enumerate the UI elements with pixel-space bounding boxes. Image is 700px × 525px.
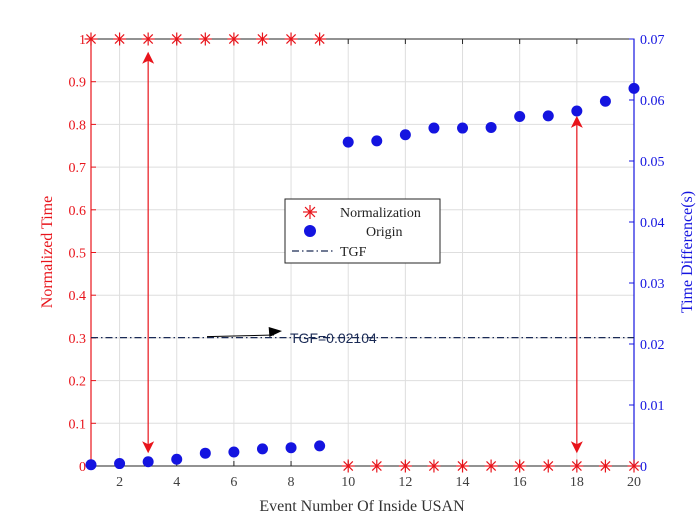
normalization-point (627, 459, 641, 473)
y-left-tick-label: 0 (79, 460, 86, 475)
ticks: 2 4 6 8 10 12 14 16 18 2000.10.20.30.40.50.60.70.… (69, 33, 665, 490)
data-marks (84, 32, 641, 473)
legend-asterisk-marker (303, 205, 317, 219)
origin-point (256, 443, 268, 455)
y-right-tick-label: 0.02 (640, 338, 665, 353)
y-left-tick-label: 0.9 (69, 76, 87, 91)
origin-point (628, 82, 640, 94)
origin-point (285, 442, 297, 454)
y-left-tick-label: 0.5 (69, 247, 87, 262)
y-left-tick-label: 1 (79, 33, 86, 48)
y-right-tick-label: 0.05 (640, 155, 665, 170)
y-left-tick-label: 0.3 (69, 332, 87, 347)
y-right-tick-label: 0 (640, 460, 647, 475)
tgf-pointer-head (268, 326, 282, 337)
normalization-point (484, 459, 498, 473)
legend-entry-normalization: Normalization (340, 206, 421, 221)
tgf-annotation-label: TGF=0.02104 (290, 330, 377, 346)
normalization-point (255, 32, 269, 46)
origin-point (571, 105, 583, 117)
x-axis-label: Event Number Of Inside USAN (259, 498, 465, 515)
normalization-point (84, 32, 98, 46)
legend-circle-marker (304, 225, 316, 237)
origin-point (142, 456, 154, 468)
tgf-pointer-line (206, 334, 275, 338)
origin-point (171, 453, 183, 465)
origin-point (228, 446, 240, 458)
arrow-head-up (570, 115, 583, 128)
normalization-point (456, 459, 470, 473)
x-tick-label: 16 (513, 475, 527, 490)
normalization-point (198, 32, 212, 46)
y-left-tick-label: 0.7 (69, 161, 87, 176)
x-tick-label: 2 (116, 475, 123, 490)
x-tick-label: 6 (230, 475, 237, 490)
y-axis-right-label: Time Difference(s) (679, 191, 696, 313)
x-tick-label: 18 (570, 475, 584, 490)
origin-point (314, 440, 326, 452)
normalization-point (513, 459, 527, 473)
normalization-point (341, 459, 355, 473)
origin-point (342, 136, 354, 148)
normalization-point (170, 32, 184, 46)
normalization-point (541, 459, 555, 473)
y-right-tick-label: 0.06 (640, 94, 665, 109)
y-right-tick-label: 0.01 (640, 399, 665, 414)
origin-point (542, 110, 554, 122)
origin-point (428, 122, 440, 134)
legend-entry-tgf: TGF (340, 245, 367, 260)
x-tick-label: 14 (456, 475, 470, 490)
y-right-tick-label: 0.03 (640, 277, 665, 292)
origin-point (485, 121, 497, 133)
y-left-tick-label: 0.6 (69, 204, 87, 219)
legend: Normalization Origin TGF (284, 198, 441, 264)
x-tick-label: 12 (398, 475, 412, 490)
normalization-point (284, 32, 298, 46)
arrow-head-down (142, 441, 155, 454)
x-tick-label: 8 (288, 475, 295, 490)
normalization-point (398, 459, 412, 473)
normalization-point (570, 459, 584, 473)
normalization-point (141, 32, 155, 46)
normalization-point (227, 32, 241, 46)
arrows (142, 51, 583, 454)
origin-point (599, 95, 611, 107)
normalization-point (313, 32, 327, 46)
legend-entry-origin: Origin (366, 225, 403, 240)
normalization-point (427, 459, 441, 473)
normalization-point (370, 459, 384, 473)
origin-point (199, 447, 211, 459)
arrow-head-up (142, 51, 155, 64)
y-left-tick-label: 0.2 (69, 375, 87, 390)
origin-point (457, 122, 469, 134)
legend-asterisk (303, 205, 317, 219)
y-left-tick-label: 0.1 (69, 417, 87, 432)
origin-point (114, 458, 126, 470)
y-right-tick-label: 0.04 (640, 216, 665, 231)
y-left-tick-label: 0.4 (69, 289, 87, 304)
x-tick-label: 4 (173, 475, 180, 490)
origin-point (371, 135, 383, 147)
origin-point (514, 110, 526, 122)
y-left-tick-label: 0.8 (69, 118, 87, 133)
origin-point (399, 129, 411, 141)
arrow-head-down (570, 441, 583, 454)
origin-point (85, 459, 97, 471)
x-tick-label: 10 (341, 475, 355, 490)
normalization-point (113, 32, 127, 46)
y-right-tick-label: 0.07 (640, 33, 665, 48)
x-tick-label: 20 (627, 475, 641, 490)
y-axis-left-label: Normalized Time (39, 196, 56, 308)
normalization-point (598, 459, 612, 473)
